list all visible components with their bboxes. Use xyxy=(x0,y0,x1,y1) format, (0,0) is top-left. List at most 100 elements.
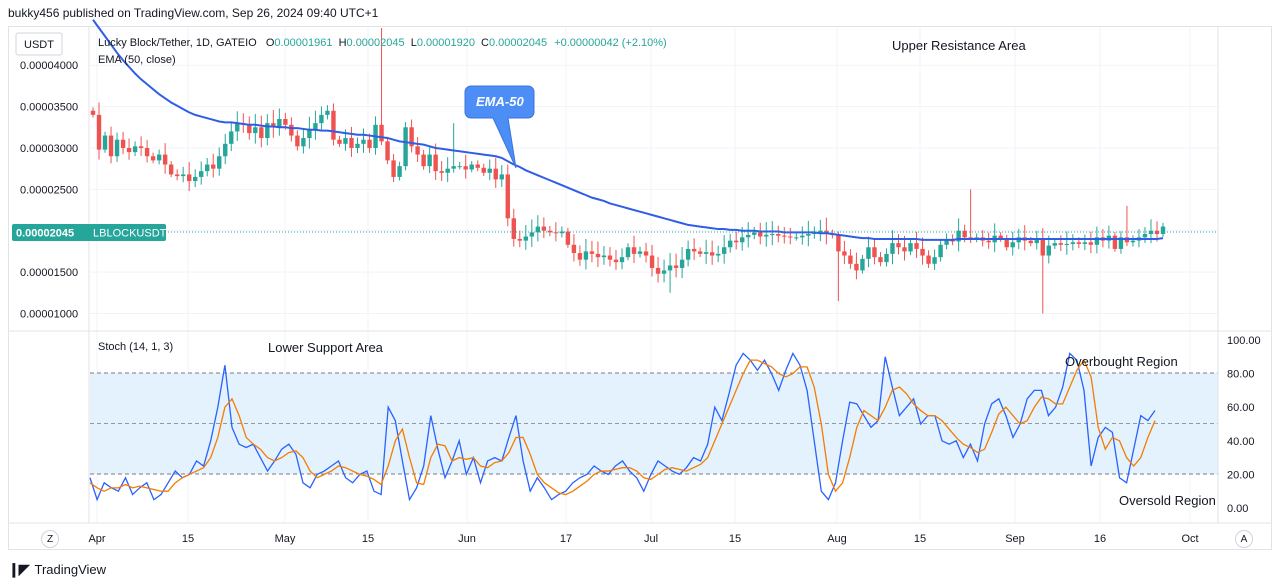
candle-body xyxy=(776,234,781,236)
ema-callout-text: EMA-50 xyxy=(476,94,524,109)
time-tick-label: 15 xyxy=(362,533,374,545)
candle-body xyxy=(108,135,114,157)
candle-body xyxy=(481,167,486,173)
candle-body xyxy=(553,232,559,234)
candle-body xyxy=(914,243,919,249)
candle-body xyxy=(379,124,384,142)
time-tick-label: Jun xyxy=(458,533,476,545)
price-tag-symbol: LBLOCKUSDT xyxy=(93,228,167,240)
candle-body xyxy=(932,257,937,264)
candle-body xyxy=(1040,238,1045,256)
candle-body xyxy=(439,171,444,173)
candle-body xyxy=(319,114,324,124)
candle-body xyxy=(487,168,492,173)
stoch-axis-ticks: 100.00 80.00 60.00 40.00 20.00 0.00 xyxy=(1227,335,1261,515)
candle-body xyxy=(385,141,390,161)
timezone-button[interactable]: Z xyxy=(41,530,59,548)
candle-body xyxy=(180,174,186,177)
price-tick-label: 0.00003000 xyxy=(20,143,78,155)
candle-body xyxy=(517,238,522,241)
candle-body xyxy=(1058,243,1064,245)
price-tick-label: 0.00001000 xyxy=(20,308,78,320)
candle-body xyxy=(126,147,132,153)
candle-body xyxy=(120,139,126,148)
candle-body xyxy=(235,123,240,132)
candle-body xyxy=(391,160,396,177)
oversold-label: Oversold Region xyxy=(1119,493,1216,508)
candle-body xyxy=(114,139,120,157)
candle-body xyxy=(643,251,649,256)
candle-body xyxy=(1160,226,1166,235)
price-tick-label: 0.00002500 xyxy=(20,184,78,196)
candle-body xyxy=(884,253,889,263)
candle-body xyxy=(469,164,474,170)
candle-body xyxy=(174,174,180,177)
candle-body xyxy=(685,248,691,260)
candle-body xyxy=(144,147,150,157)
candle-body xyxy=(746,234,751,238)
candle-body xyxy=(872,247,877,258)
candle-body xyxy=(896,243,901,248)
overbought-label: Overbought Region xyxy=(1065,354,1178,369)
candle-body xyxy=(571,244,577,254)
candle-body xyxy=(265,123,270,139)
stoch-tick-label: 80.00 xyxy=(1227,369,1255,381)
candle-body xyxy=(758,232,763,237)
high-label: H xyxy=(339,37,347,49)
stoch-tick-label: 100.00 xyxy=(1227,335,1261,347)
candle-body xyxy=(595,253,601,258)
ema-legend: EMA (50, close) xyxy=(98,54,176,66)
candle-body xyxy=(806,234,811,236)
candle-body xyxy=(463,166,468,170)
candle-body xyxy=(625,247,631,258)
stoch-k-line xyxy=(89,352,1156,502)
candle-body xyxy=(283,119,288,125)
currency-box[interactable] xyxy=(15,32,63,56)
candle-body xyxy=(499,174,504,180)
price-tick-label: 0.00001500 xyxy=(20,267,78,279)
candle-body xyxy=(313,123,318,130)
low-label: L xyxy=(411,37,417,49)
stoch-legend: Stoch (14, 1, 3) xyxy=(98,341,173,353)
price-tick-label: 0.00003500 xyxy=(20,102,78,114)
candle-body xyxy=(752,232,757,235)
time-tick-label: 15 xyxy=(914,533,926,545)
close-label: C xyxy=(481,37,489,49)
price-tag-value: 0.00002045 xyxy=(16,228,74,240)
candle-body xyxy=(337,139,342,144)
time-tick-label: May xyxy=(275,533,296,545)
time-tick-label: 15 xyxy=(182,533,194,545)
time-tick-label: Apr xyxy=(88,533,105,545)
ohlc-legend: Lucky Block/Tether, 1D, GATEIO O0.000019… xyxy=(98,37,667,49)
candle-body xyxy=(457,166,462,168)
time-tick-label: 17 xyxy=(560,533,572,545)
candle-body xyxy=(1088,242,1094,245)
currency-box-label: USDT xyxy=(24,39,54,51)
candle-body xyxy=(217,156,222,169)
candle-body xyxy=(505,174,510,219)
candles xyxy=(90,28,1166,314)
candle-body xyxy=(836,234,841,252)
candle-body xyxy=(727,240,733,248)
candle-body xyxy=(192,176,198,182)
candle-body xyxy=(962,230,967,238)
candle-body xyxy=(1028,240,1033,244)
auto-scale-button[interactable]: A xyxy=(1235,530,1253,548)
candle-body xyxy=(1094,237,1100,245)
candle-body xyxy=(289,124,294,136)
candle-body xyxy=(583,251,589,260)
candle-body xyxy=(601,255,607,258)
footer: ❙◤ TradingView xyxy=(8,561,106,578)
candle-body xyxy=(854,263,859,271)
tradingview-logo-icon: ❙◤ xyxy=(8,561,29,577)
candle-body xyxy=(848,255,853,264)
price-tag-bg xyxy=(12,224,166,241)
candle-body xyxy=(770,234,775,236)
upper-resistance-label: Upper Resistance Area xyxy=(892,38,1026,53)
candle-body xyxy=(445,168,450,173)
candle-body xyxy=(295,135,300,147)
chart-frame xyxy=(8,26,1272,550)
candle-body xyxy=(511,218,516,239)
candle-body xyxy=(186,174,192,182)
